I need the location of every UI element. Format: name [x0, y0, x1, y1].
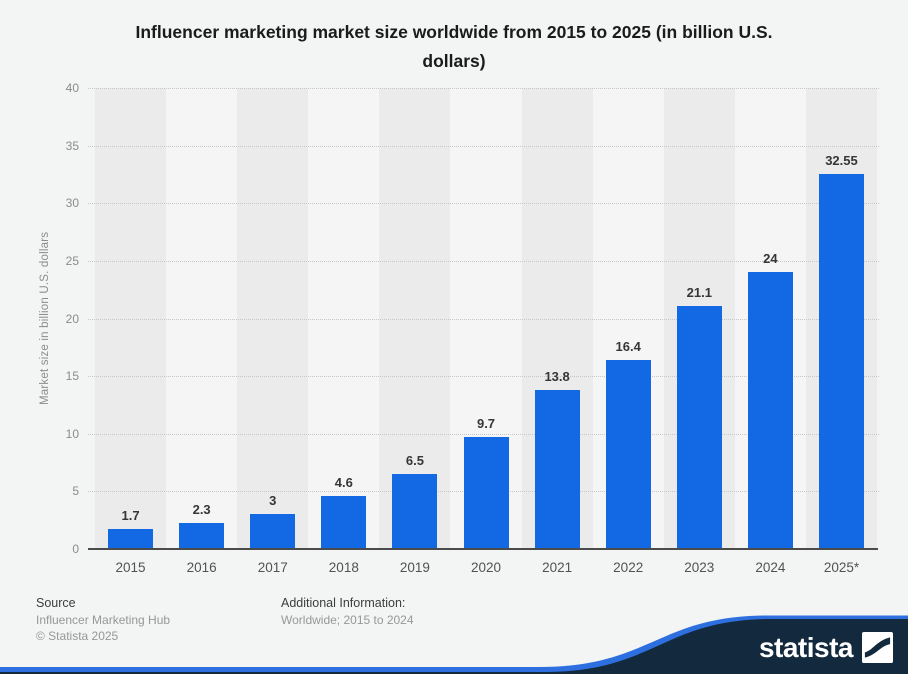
- bar-column: 6.5: [379, 88, 450, 549]
- chart-title-line1: Influencer marketing market size worldwi…: [135, 22, 773, 42]
- bar-column: 24: [735, 88, 806, 549]
- bar-value-label: 32.55: [825, 152, 858, 168]
- bar-column: 1.7: [95, 88, 166, 549]
- footer-wave-graphic: [0, 615, 908, 674]
- bar-column: 4.6: [308, 88, 379, 549]
- bar-value-label: 3: [269, 493, 277, 509]
- bar: [321, 496, 367, 549]
- x-axis-label: 2019: [399, 560, 430, 575]
- x-axis-label: 2020: [470, 560, 502, 575]
- bar-value-label: 24: [763, 251, 778, 267]
- bar-value-label: 16.4: [615, 339, 641, 354]
- x-axis-label: 2021: [542, 560, 573, 575]
- y-axis-tick-label: 15: [65, 369, 79, 384]
- bar: [463, 437, 509, 549]
- statista-wordmark: statista: [758, 632, 854, 663]
- x-axis-label: 2023: [684, 560, 715, 575]
- y-axis-tick-label: 25: [65, 253, 79, 268]
- y-axis-tick-label: 10: [65, 426, 79, 441]
- y-axis-tick-label: 20: [65, 311, 79, 326]
- y-axis-tick-label: 5: [72, 484, 79, 499]
- y-axis-tick-label: 40: [65, 81, 79, 95]
- statista-brand: statista: [759, 632, 893, 663]
- bar-column: 13.8: [522, 88, 593, 549]
- bar: [676, 305, 722, 549]
- bar: [747, 272, 793, 549]
- y-axis-tick-label: 35: [65, 138, 79, 153]
- x-axis-line: [88, 548, 878, 550]
- bar-value-label: 6.5: [405, 453, 424, 469]
- x-axis-label: 2025*: [823, 560, 860, 575]
- bar-value-label: 1.7: [121, 508, 140, 524]
- y-axis-tick-label: 30: [65, 196, 79, 211]
- bar-column: 9.7: [450, 88, 521, 549]
- bar: [108, 529, 154, 549]
- gridline: [88, 433, 879, 435]
- gridline: [88, 145, 879, 147]
- gridline: [88, 376, 879, 378]
- bar: [605, 360, 651, 549]
- bar-value-label: 4.6: [334, 475, 353, 490]
- y-axis-ticks: 0 5 10 15 20 25 30 35 40: [0, 81, 79, 556]
- bar-column: 3: [237, 88, 308, 549]
- bar-value-label: 2.3: [192, 501, 211, 517]
- bar-column: 21.1: [664, 88, 735, 549]
- bar-value-label: 9.7: [476, 416, 496, 432]
- x-axis-label: 2018: [328, 560, 359, 575]
- source-label: Source: [36, 596, 76, 610]
- gridline: [88, 318, 879, 320]
- copyright-text: © Statista 2025: [36, 629, 119, 643]
- chart-title-line2: dollars): [422, 51, 486, 71]
- bar-column: 16.4: [593, 88, 664, 549]
- x-axis-label: 2024: [755, 560, 786, 575]
- statista-logo-icon: [862, 632, 893, 663]
- additional-info-label: Additional Information:: [281, 596, 406, 610]
- bar: [534, 390, 580, 549]
- y-axis-tick-label: 0: [72, 542, 79, 556]
- chart-title: Influencer marketing market size worldwi…: [0, 18, 908, 76]
- x-axis-labels: 2015 2016 2017 2018 2019 2020 2021 2022 2023 2024…: [95, 560, 877, 575]
- plot-area: 1.7 2.3 3 4.6 6.5 9.7 13.8 16.4 21.1 24 32.55: [95, 88, 877, 549]
- source-name: Influencer Marketing Hub: [36, 613, 171, 627]
- x-axis-label: 2015: [115, 560, 146, 575]
- bar: [818, 173, 864, 549]
- bar-value-label: 13.8: [544, 369, 570, 384]
- gridline: [88, 260, 879, 262]
- gridline: [88, 88, 879, 89]
- x-axis-label: 2016: [186, 560, 217, 575]
- swoosh-navy-band: [0, 619, 908, 674]
- bar: [250, 514, 296, 549]
- bar-column: 32.55: [806, 88, 877, 549]
- gridline: [88, 203, 879, 205]
- bar-column: 2.3: [166, 88, 237, 549]
- x-axis-label: 2017: [257, 560, 288, 575]
- source-block: Source Influencer Marketing Hub © Statis…: [36, 595, 170, 644]
- bar: [392, 474, 438, 549]
- additional-info-value: Worldwide; 2015 to 2024: [281, 613, 414, 627]
- bar-value-label: 21.1: [686, 284, 712, 300]
- x-axis-label: 2022: [613, 560, 644, 575]
- bar: [179, 522, 225, 549]
- additional-info-block: Additional Information: Worldwide; 2015 …: [281, 595, 414, 628]
